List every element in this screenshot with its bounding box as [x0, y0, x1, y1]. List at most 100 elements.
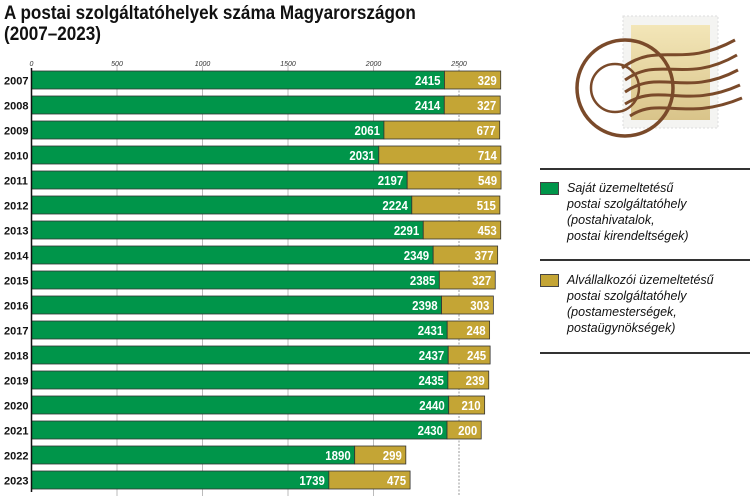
legend-swatch-own	[540, 182, 559, 195]
bar-value-label: 245	[467, 348, 486, 363]
bar-own	[31, 195, 413, 215]
bar-subcontractor	[406, 170, 502, 190]
bar-value-label: 549	[478, 173, 497, 188]
bar-own	[31, 220, 424, 240]
bar-subcontractor	[411, 195, 501, 215]
bar-own	[31, 95, 445, 115]
postage-stamp-icon	[575, 15, 743, 138]
bar-own	[31, 170, 408, 190]
y-category-label: 2016	[4, 301, 28, 313]
y-category-label: 2023	[4, 476, 28, 488]
bar-subcontractor	[432, 245, 499, 265]
bar-subcontractor	[354, 445, 407, 465]
bar-value-label: 210	[462, 398, 481, 413]
bar-value-label: 2197	[378, 173, 404, 188]
bar-value-label: 2061	[355, 123, 381, 138]
bar-own	[31, 245, 434, 265]
y-category-label: 2013	[4, 226, 28, 238]
bar-subcontractor	[383, 120, 501, 140]
y-category-label: 2015	[4, 276, 28, 288]
y-category-label: 2021	[4, 426, 28, 438]
bar-value-label: 377	[475, 248, 494, 263]
bar-value-label: 2414	[415, 98, 441, 113]
bar-value-label: 1890	[325, 448, 351, 463]
chart-title: A postai szolgáltatóhelyek száma Magyaro…	[4, 3, 416, 45]
bar-chart: 0 500 1000 1500 2000 2500 2007 2415 329 2008 2414 3…	[4, 61, 502, 496]
bar-own	[31, 395, 450, 415]
legend-divider	[540, 168, 750, 170]
bar-value-label: 299	[383, 448, 402, 463]
legend-item-subcontractor: Alvállalkozói üzemeltetésű postai szolgá…	[540, 272, 750, 352]
bar-value-label: 329	[478, 73, 497, 88]
y-category-label: 2020	[4, 401, 28, 413]
bar-value-label: 327	[477, 98, 496, 113]
x-tick-label: 0	[30, 61, 34, 68]
bar-subcontractor	[448, 395, 486, 415]
bar-subcontractor	[447, 345, 491, 365]
bar-own	[31, 370, 449, 390]
legend-label-own: Saját üzemeltetésű postai szolgáltatóhel…	[567, 181, 689, 243]
bar-value-label: 2430	[418, 423, 444, 438]
bar-own	[31, 120, 385, 140]
bar-subcontractor	[447, 370, 490, 390]
legend-label-subcontractor: Alvállalkozói üzemeltetésű postai szolgá…	[567, 273, 714, 335]
legend-divider	[540, 352, 750, 354]
bar-own	[31, 145, 380, 165]
bar-own	[31, 70, 445, 90]
y-category-label: 2007	[4, 76, 28, 88]
bar-value-label: 248	[467, 323, 486, 338]
bar-value-label: 200	[458, 423, 477, 438]
bar-value-label: 2224	[382, 198, 408, 213]
bar-value-label: 475	[387, 473, 406, 488]
x-tick-label: 1500	[280, 61, 296, 68]
bar-value-label: 677	[477, 123, 496, 138]
bar-value-label: 2385	[410, 273, 436, 288]
bar-subcontractor	[444, 70, 502, 90]
bar-subcontractor	[422, 220, 502, 240]
bar-value-label: 714	[478, 148, 497, 163]
y-category-label: 2010	[4, 151, 28, 163]
bar-value-label: 1739	[299, 473, 325, 488]
bar-own	[31, 320, 448, 340]
y-category-label: 2012	[4, 201, 28, 213]
bar-own	[31, 295, 442, 315]
bar-value-label: 2437	[419, 348, 445, 363]
bar-value-label: 453	[478, 223, 497, 238]
legend-item-own: Saját üzemeltetésű postai szolgáltatóhel…	[540, 180, 750, 260]
bar-value-label: 2349	[404, 248, 430, 263]
bar-subcontractor	[378, 145, 502, 165]
bar-value-label: 2431	[418, 323, 444, 338]
x-tick-label: 2500	[450, 61, 467, 68]
x-tick-label: 2000	[365, 61, 382, 68]
bar-own	[31, 270, 440, 290]
bar-value-label: 239	[466, 373, 485, 388]
bar-value-label: 303	[470, 298, 489, 313]
bar-subcontractor	[441, 295, 494, 315]
bar-subcontractor	[328, 470, 411, 490]
bar-subcontractor	[446, 420, 482, 440]
x-tick-label: 1000	[195, 61, 211, 68]
y-category-label: 2011	[4, 176, 28, 188]
legend-swatch-subcontractor	[540, 274, 559, 287]
bar-own	[31, 345, 449, 365]
y-category-label: 2019	[4, 376, 28, 388]
bar-subcontractor	[438, 270, 496, 290]
legend-divider	[540, 259, 750, 261]
bar-own	[31, 470, 330, 490]
y-category-label: 2018	[4, 351, 28, 363]
y-category-label: 2009	[4, 126, 28, 138]
y-category-label: 2008	[4, 101, 28, 113]
y-category-label: 2022	[4, 451, 28, 463]
bar-value-label: 515	[477, 198, 496, 213]
y-category-label: 2014	[4, 251, 29, 263]
x-tick-label: 500	[111, 61, 123, 68]
bar-own	[31, 445, 356, 465]
bar-value-label: 2398	[412, 298, 438, 313]
bar-own	[31, 420, 448, 440]
y-category-label: 2017	[4, 326, 28, 338]
bar-subcontractor	[446, 320, 491, 340]
bar-value-label: 2291	[394, 223, 420, 238]
bar-value-label: 327	[472, 273, 491, 288]
bar-value-label: 2031	[349, 148, 375, 163]
bar-value-label: 2435	[418, 373, 444, 388]
